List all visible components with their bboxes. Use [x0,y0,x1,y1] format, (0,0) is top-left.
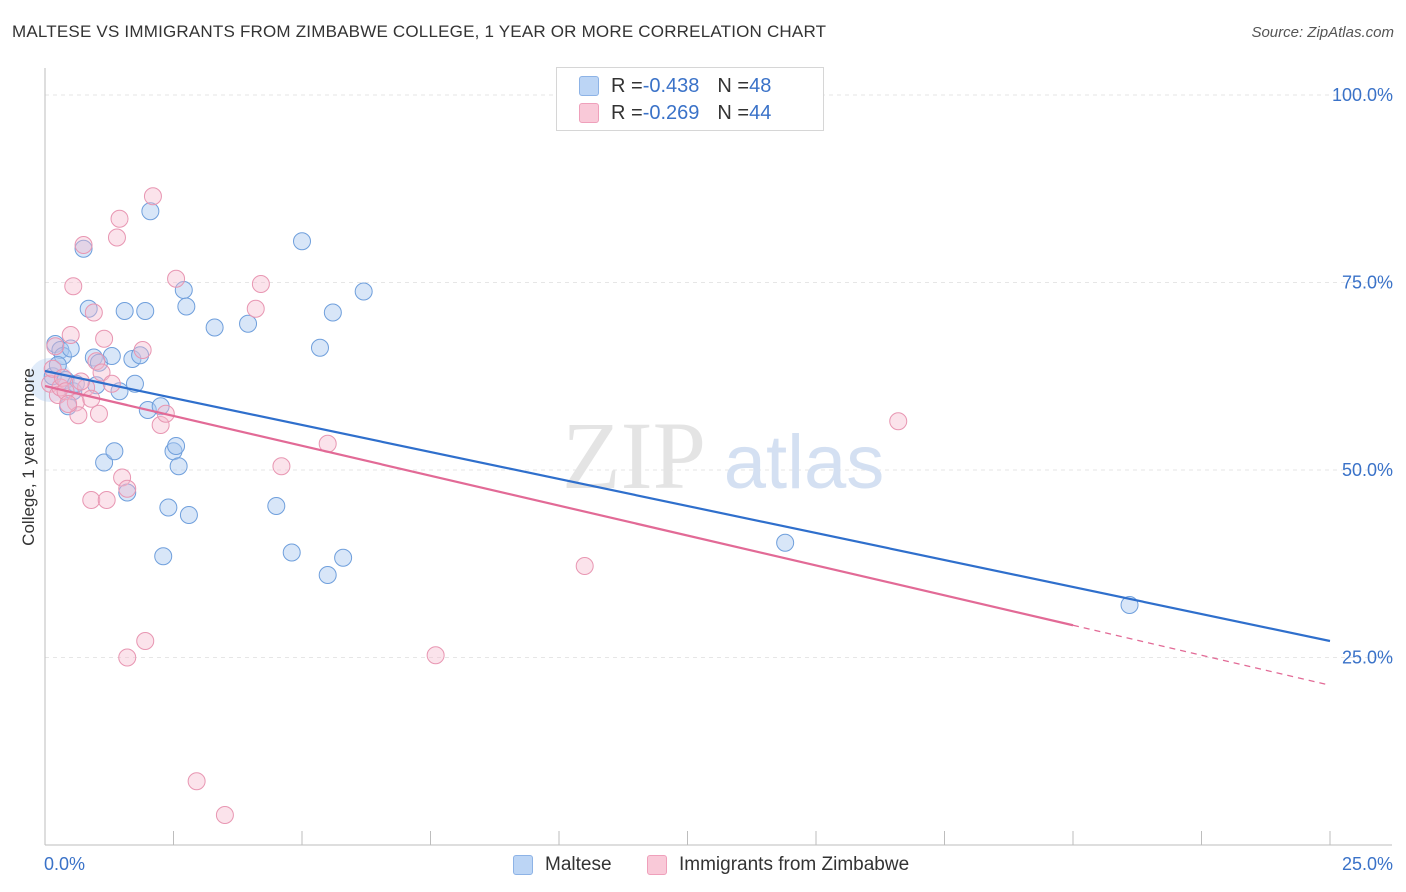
data-points [28,187,1139,824]
zimbabwe-point [118,479,137,498]
zimbabwe-point [118,648,137,667]
maltese-point [141,202,160,221]
y-tick-label: 25.0% [1342,648,1393,668]
legend-r-value: -0.269 [642,101,700,124]
bottom-legend-zimbabwe: Immigrants from Zimbabwe [647,852,909,878]
gridlines [45,94,1392,658]
zimbabwe-point [113,468,132,487]
maltese-point [95,453,114,472]
maltese-point [179,506,198,524]
legend-n-label: N = [717,101,750,124]
y-axis-label: College, 1 year or more [19,368,38,546]
zimbabwe-point [136,632,155,650]
maltese-point [131,346,150,365]
zimbabwe-point [84,303,103,322]
maltese-point [102,347,121,365]
zimbabwe-point [167,269,186,288]
zimbabwe-point [97,491,116,509]
maltese-point [154,547,173,566]
bottom-legend-label: Immigrants from Zimbabwe [679,854,910,875]
x-tick-label: 25.0% [1342,854,1393,874]
zimbabwe-point [64,277,83,296]
maltese-point [293,232,311,251]
zimbabwe-point [59,395,78,413]
zimbabwe-point [575,557,594,575]
zimbabwe-point [107,228,126,247]
watermark-atlas: atlas [724,420,885,505]
maltese-point [318,566,337,584]
maltese-point [282,543,301,562]
trend-lines [44,369,1331,686]
legend-r-value: -0.438 [642,74,700,97]
maltese-point [310,338,329,357]
zimbabwe-point [92,363,111,382]
maltese-point [136,302,155,320]
zimbabwe-point [187,772,206,791]
zimbabwe-point [46,337,65,356]
maltese-point [169,457,188,476]
correlation-legend: R = -0.438 N = 48 R = -0.269 N = 44 [556,67,824,131]
maltese-point [354,282,373,301]
zimbabwe-trend-line [44,384,1074,627]
maltese-trend-line [44,369,1331,643]
maltese-point [74,239,93,258]
tick-labels: 100.0% 75.0% 50.0% 25.0% 0.0% 25.0% [44,85,1393,874]
zimbabwe-point [89,404,108,423]
maltese-swatch [513,855,533,875]
y-tick-label: 75.0% [1342,273,1393,293]
legend-row-maltese: R = -0.438 N = 48 [579,73,771,99]
maltese-point [323,303,342,322]
maltese-point [334,548,353,567]
legend-row-zimbabwe: R = -0.269 N = 44 [579,100,771,126]
maltese-point [53,347,72,365]
y-tick-label: 100.0% [1332,85,1393,105]
zimbabwe-point [61,326,80,344]
zimbabwe-point [71,372,90,391]
zimbabwe-point [74,236,93,254]
zimbabwe-point [272,457,291,476]
maltese-point [205,318,224,337]
maltese-point [267,497,286,515]
zimbabwe-point [151,416,170,434]
zimbabwe-point [215,806,234,824]
zimbabwe-point [143,187,162,206]
zimbabwe-point [87,352,106,371]
legend-n-value: 44 [749,101,772,124]
zimbabwe-swatch [647,855,667,875]
maltese-point [159,498,178,517]
zimbabwe-point [251,275,270,293]
maltese-point [177,297,196,316]
zimbabwe-point [110,209,129,228]
zimbabwe-swatch [579,103,599,123]
bottom-legend-label: Maltese [545,854,612,875]
maltese-point [115,302,134,320]
chart-title: MALTESE VS IMMIGRANTS FROM ZIMBABWE COLL… [12,22,827,41]
axes [44,68,1392,846]
zimbabwe-point [246,299,265,318]
bottom-legend-maltese: Maltese [513,852,612,878]
zimbabwe-point [95,329,114,348]
maltese-swatch [579,76,599,96]
zimbabwe-point [426,646,445,665]
legend-r-label: R = [611,74,643,97]
zimbabwe-point [133,341,152,359]
maltese-point [105,442,124,461]
y-tick-label: 50.0% [1342,460,1393,480]
legend-n-label: N = [717,74,750,97]
watermark: ZIP atlas [562,402,884,509]
chart-source: Source: ZipAtlas.com [1251,24,1394,41]
legend-n-value: 48 [749,74,772,97]
zimbabwe-trend-extension [1072,624,1331,686]
maltese-point [167,437,186,455]
maltese-point [239,314,258,333]
maltese-point [776,533,795,552]
zimbabwe-point [69,406,88,425]
legend-r-label: R = [611,101,643,124]
maltese-point [61,339,80,358]
x-tick-label: 0.0% [44,854,85,874]
zimbabwe-point [82,491,101,509]
watermark-zip: ZIP [562,402,706,509]
zimbabwe-point [889,412,908,431]
